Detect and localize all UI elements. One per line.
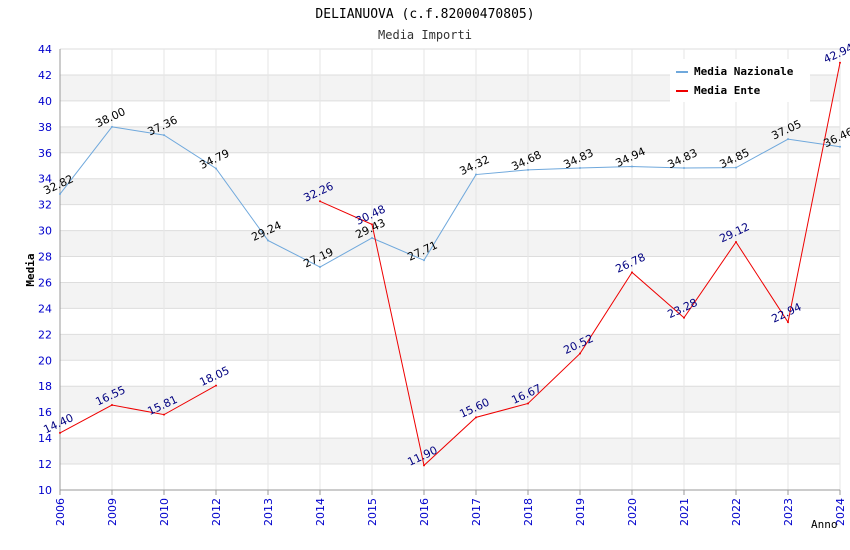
legend-label-nazionale: Media Nazionale [694, 65, 794, 78]
data-point [215, 167, 217, 170]
legend-box [670, 59, 810, 102]
data-point [683, 166, 685, 169]
y-tick-label: 10 [38, 484, 52, 497]
legend: Media Nazionale Media Ente [670, 59, 810, 102]
data-point [735, 241, 737, 244]
data-point [787, 321, 789, 324]
data-point [787, 138, 789, 141]
data-point [267, 239, 269, 242]
grid-band [60, 386, 840, 413]
y-tick-label: 32 [38, 199, 52, 212]
grid-band [60, 152, 840, 179]
y-tick-label: 30 [38, 225, 52, 238]
x-tick-label: 2018 [522, 498, 535, 526]
x-tick-label: 2020 [626, 498, 639, 526]
x-tick-label: 2016 [418, 498, 431, 526]
data-point [111, 125, 113, 128]
y-tick-label: 34 [38, 173, 52, 186]
x-tick-label: 2024 [834, 498, 847, 526]
data-point [59, 431, 61, 434]
data-point [215, 384, 217, 387]
data-point [163, 134, 165, 137]
data-point [527, 168, 529, 171]
data-point [319, 266, 321, 269]
grid-band [60, 230, 840, 257]
data-point [371, 236, 373, 239]
x-axis-label: Anno [811, 518, 838, 531]
data-point [683, 316, 685, 319]
y-tick-label: 12 [38, 458, 52, 471]
data-point [735, 166, 737, 169]
grid-band [60, 282, 840, 309]
data-point [163, 413, 165, 416]
data-point [579, 166, 581, 169]
chart-title: DELIANUOVA (c.f.82000470805) [315, 7, 534, 22]
axes [59, 49, 840, 491]
grid-band [60, 438, 840, 465]
x-tick-label: 2010 [158, 498, 171, 526]
data-point [839, 61, 841, 64]
data-point [59, 193, 61, 196]
x-tick-label: 2013 [262, 498, 275, 526]
y-axis-label: Media [24, 253, 37, 286]
grid-band [60, 334, 840, 361]
y-tick-label: 36 [38, 147, 52, 160]
data-point [475, 173, 477, 176]
data-point [111, 404, 113, 407]
y-tick-label: 16 [38, 406, 52, 419]
x-tick-label: 2019 [574, 498, 587, 526]
data-point [423, 464, 425, 467]
x-tick-label: 2021 [678, 498, 691, 526]
series-line-media-ente [59, 385, 217, 434]
grid-band [60, 100, 840, 127]
grid-band [60, 308, 840, 335]
x-tick-label: 2015 [366, 498, 379, 526]
grid-bands [60, 49, 840, 490]
grid-band [60, 412, 840, 439]
grid-band [60, 126, 840, 153]
data-point [631, 271, 633, 274]
x-tick-label: 2017 [470, 498, 483, 526]
grid-band [60, 464, 840, 490]
grid-band [60, 256, 840, 283]
data-point [423, 259, 425, 262]
y-tick-label: 44 [38, 43, 52, 56]
y-tick-label: 18 [38, 380, 52, 393]
x-tick-label: 2014 [314, 498, 327, 526]
data-point [839, 145, 841, 148]
y-axis-ticks: 10 12 14 16 18 20 22 24 26 28 30 32 34 36 38 40 42 44 [38, 43, 52, 497]
x-tick-label: 2023 [782, 498, 795, 526]
y-tick-label: 26 [38, 276, 52, 289]
x-axis-ticks: 2006 2009 2010 2012 2013 2014 2015 2016 2017 2018… [54, 490, 847, 526]
x-tick-label: 2009 [106, 498, 119, 526]
y-tick-label: 24 [38, 302, 52, 315]
series-group [59, 61, 841, 467]
y-tick-label: 20 [38, 354, 52, 367]
chart-subtitle: Media Importi [378, 28, 472, 42]
data-point [319, 200, 321, 203]
series-line-media-nazionale [59, 126, 841, 268]
y-tick-label: 28 [38, 251, 52, 264]
data-point [371, 223, 373, 226]
grid-band [60, 178, 840, 205]
data-point [631, 165, 633, 168]
legend-label-ente: Media Ente [694, 84, 761, 97]
y-tick-label: 42 [38, 69, 52, 82]
y-tick-label: 14 [38, 432, 52, 445]
data-point [527, 402, 529, 405]
x-tick-label: 2006 [54, 498, 67, 526]
data-point [579, 352, 581, 355]
y-tick-label: 22 [38, 328, 52, 341]
y-tick-label: 38 [38, 121, 52, 134]
grid-band [60, 360, 840, 387]
x-tick-label: 2012 [210, 498, 223, 526]
y-tick-label: 40 [38, 95, 52, 108]
data-point [475, 416, 477, 419]
x-tick-label: 2022 [730, 498, 743, 526]
